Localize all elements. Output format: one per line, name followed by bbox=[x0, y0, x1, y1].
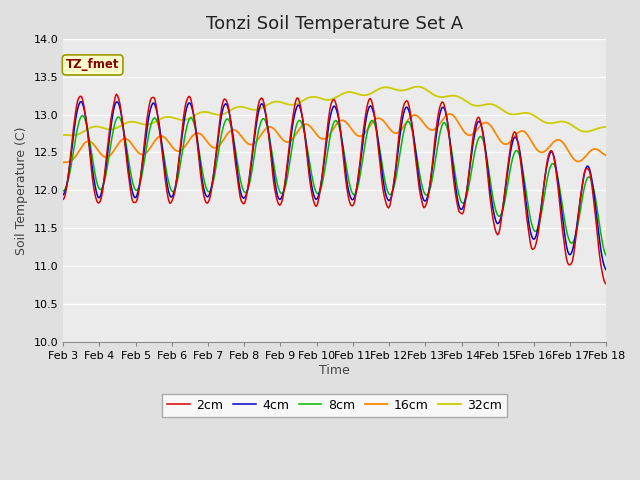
2cm bbox=[390, 176, 398, 181]
2cm bbox=[364, 99, 372, 105]
2cm bbox=[554, 181, 561, 187]
32cm bbox=[60, 132, 67, 138]
16cm bbox=[554, 137, 561, 143]
Text: TZ_fmet: TZ_fmet bbox=[66, 59, 120, 72]
Line: 8cm: 8cm bbox=[63, 116, 606, 256]
Line: 2cm: 2cm bbox=[63, 94, 606, 284]
4cm bbox=[289, 118, 297, 123]
32cm bbox=[364, 92, 372, 97]
X-axis label: Time: Time bbox=[319, 364, 350, 377]
8cm bbox=[229, 134, 237, 140]
4cm bbox=[460, 204, 467, 209]
8cm bbox=[602, 253, 610, 259]
16cm bbox=[446, 111, 454, 117]
8cm bbox=[554, 174, 561, 180]
4cm bbox=[77, 99, 85, 105]
Line: 32cm: 32cm bbox=[63, 87, 606, 135]
8cm bbox=[460, 200, 467, 206]
Title: Tonzi Soil Temperature Set A: Tonzi Soil Temperature Set A bbox=[206, 15, 463, 33]
Line: 4cm: 4cm bbox=[63, 102, 606, 270]
2cm bbox=[602, 281, 610, 287]
16cm bbox=[289, 136, 296, 142]
8cm bbox=[390, 183, 398, 189]
16cm bbox=[60, 159, 67, 165]
2cm bbox=[289, 111, 297, 117]
32cm bbox=[289, 102, 297, 108]
8cm bbox=[289, 136, 297, 142]
2cm bbox=[229, 141, 237, 147]
8cm bbox=[79, 113, 86, 119]
16cm bbox=[389, 129, 397, 135]
32cm bbox=[602, 124, 610, 130]
Legend: 2cm, 4cm, 8cm, 16cm, 32cm: 2cm, 4cm, 8cm, 16cm, 32cm bbox=[163, 394, 507, 417]
16cm bbox=[460, 128, 467, 134]
8cm bbox=[60, 188, 67, 194]
32cm bbox=[390, 86, 398, 92]
16cm bbox=[602, 152, 610, 158]
32cm bbox=[555, 119, 563, 125]
Y-axis label: Soil Temperature (C): Soil Temperature (C) bbox=[15, 126, 28, 254]
4cm bbox=[229, 136, 237, 142]
2cm bbox=[60, 196, 67, 202]
32cm bbox=[414, 84, 422, 90]
4cm bbox=[60, 192, 67, 198]
2cm bbox=[460, 209, 467, 215]
8cm bbox=[364, 125, 372, 131]
2cm bbox=[113, 91, 120, 97]
Line: 16cm: 16cm bbox=[63, 114, 606, 162]
32cm bbox=[68, 132, 76, 138]
32cm bbox=[461, 97, 468, 103]
32cm bbox=[229, 106, 237, 111]
4cm bbox=[554, 176, 561, 181]
16cm bbox=[364, 127, 371, 133]
4cm bbox=[364, 107, 372, 112]
16cm bbox=[228, 127, 236, 133]
4cm bbox=[390, 178, 398, 183]
4cm bbox=[602, 267, 610, 273]
